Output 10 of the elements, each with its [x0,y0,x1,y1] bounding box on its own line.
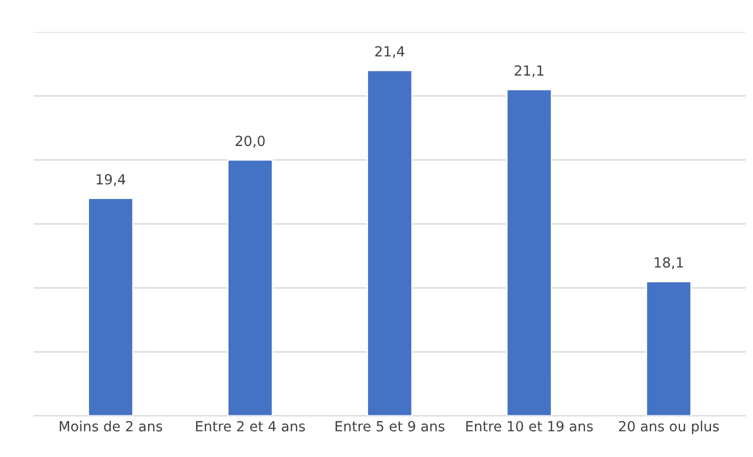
data-label: 21,4 [375,46,404,58]
x-tick-label: Moins de 2 ans [60,420,162,432]
x-tick-label: 20 ans ou plus [619,420,719,434]
data-label: 18,1 [654,257,683,270]
x-tick-label: Entre 5 et 9 ans [336,420,444,432]
data-label: 20,0 [236,136,265,148]
data-label: 21,1 [514,65,544,78]
x-tick-label: Entre 2 et 4 ans [196,420,305,432]
data-label: 19,4 [96,174,126,186]
x-tick-label: Entre 10 et 19 ans [466,420,593,432]
